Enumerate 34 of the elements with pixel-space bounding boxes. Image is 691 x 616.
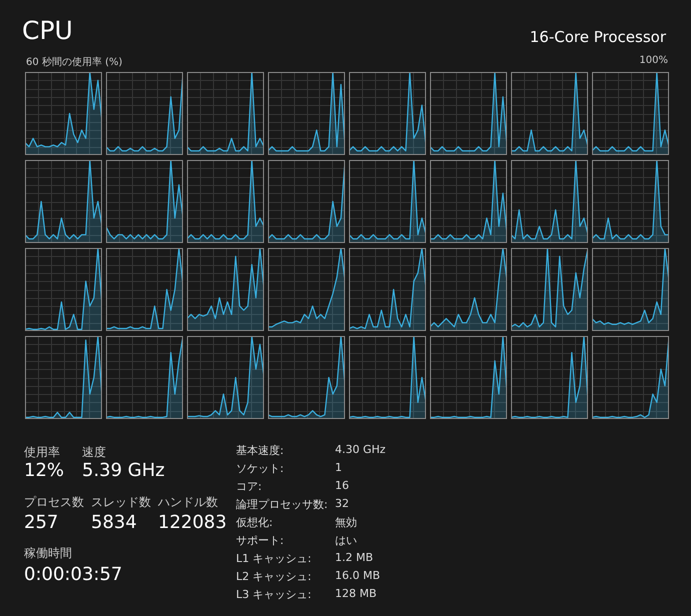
text: 5834 (91, 512, 137, 533)
text: 仮想化: (236, 516, 273, 529)
text: コア: (236, 480, 262, 493)
text: 16-Core Processor (530, 28, 666, 46)
text: 12% (24, 460, 64, 481)
text: 速度 (82, 444, 106, 461)
text: CPU (22, 16, 73, 45)
text: L2 キャッシュ: (236, 570, 312, 583)
text: 使用率 (24, 444, 60, 461)
text: 0:00:03:57 (24, 564, 122, 585)
text: スレッド数 (91, 494, 151, 511)
text: 16 (335, 479, 349, 492)
text: 257 (24, 512, 58, 533)
text: はい (335, 533, 357, 548)
text: 100% (639, 55, 668, 66)
text: 128 MB (335, 587, 377, 600)
text: 60 秒間の使用率 (%) (26, 56, 122, 69)
text: ソケット: (236, 462, 284, 475)
text: 無効 (335, 515, 357, 530)
text: 32 (335, 497, 349, 510)
text: サポート: (236, 534, 284, 547)
text: L1 キャッシュ: (236, 552, 312, 565)
text: L3 キャッシュ: (236, 588, 312, 601)
text: 4.30 GHz (335, 443, 386, 456)
text: 基本速度: (236, 444, 284, 457)
text: 5.39 GHz (82, 460, 165, 481)
text: 122083 (158, 512, 227, 533)
text: プロセス数 (24, 494, 84, 511)
text: ハンドル数 (158, 494, 218, 511)
text: 稼働時間 (24, 545, 72, 562)
text: 1.2 MB (335, 551, 374, 564)
text: 論理プロセッサ数: (236, 498, 328, 511)
text: 1 (335, 461, 342, 474)
text: 16.0 MB (335, 569, 380, 582)
